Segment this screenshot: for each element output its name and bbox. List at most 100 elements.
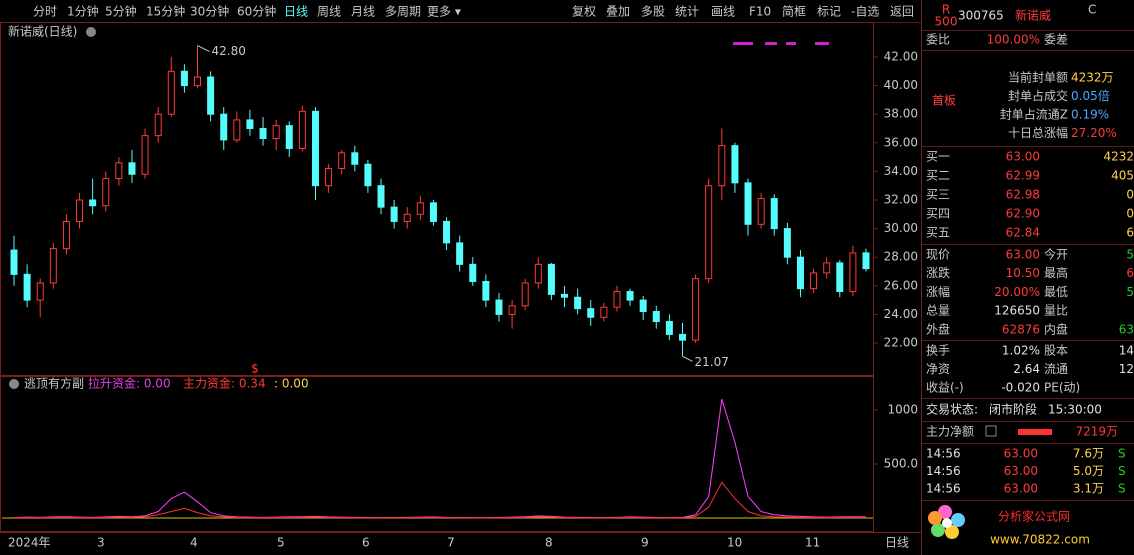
signal-marker: $ (251, 362, 259, 376)
value: 0.05倍 (1071, 88, 1110, 103)
x-tick-label: 8 (545, 536, 553, 550)
candle-body (220, 113, 228, 141)
candle-body (167, 70, 175, 115)
candle-body (521, 282, 529, 307)
candle-body (613, 291, 621, 308)
candle-body (508, 305, 516, 315)
toolbar-button[interactable]: F10 (749, 5, 771, 19)
toolbar-button[interactable]: 返回 (890, 5, 914, 19)
candle-body (141, 135, 149, 175)
toolbar-button[interactable]: 标记 (817, 5, 841, 19)
x-tick-label: 3 (97, 536, 105, 550)
price: 62.84 (1006, 226, 1040, 240)
period-tab[interactable]: 5分钟 (105, 4, 137, 19)
period-tab[interactable]: 日线 (284, 5, 308, 19)
logo-flower (928, 505, 965, 539)
candle-body (338, 152, 346, 170)
candle-body (862, 252, 870, 270)
candle-body (325, 168, 333, 187)
side: S (1118, 447, 1126, 461)
value: 0.19% (1071, 108, 1109, 122)
volume: 3.1万 (1073, 482, 1104, 496)
value: 闭市阶段 (989, 402, 1037, 417)
flag: C (1088, 3, 1096, 17)
low-pointer (682, 355, 693, 362)
flow-icon[interactable] (985, 425, 997, 437)
candle-body (652, 311, 660, 323)
y-tick-label: 28.00 (884, 250, 918, 264)
label: 买五 (926, 226, 950, 240)
y-tick-label: 32.00 (884, 193, 918, 207)
candle-body (36, 282, 44, 301)
volume: 7.6万 (1073, 447, 1104, 461)
label: 今开 (1044, 247, 1068, 262)
x-tick-label: 2024年 (8, 536, 51, 550)
candle-body (102, 178, 110, 207)
high-pointer (197, 45, 210, 53)
period-tab[interactable]: 1分钟 (67, 4, 99, 19)
value: 5 (1126, 248, 1134, 262)
toolbar-button[interactable]: 简框 (782, 5, 806, 19)
period-tab[interactable]: 周线 (317, 5, 341, 19)
label: 涨跌 (926, 265, 950, 280)
badge: R (942, 3, 950, 17)
price: 62.90 (1006, 207, 1040, 221)
time: 14:56 (926, 482, 961, 496)
period-tab[interactable]: 分时 (33, 5, 57, 19)
candle-body (154, 113, 162, 137)
candle-body (233, 119, 241, 141)
toolbar-button[interactable]: 画线 (711, 5, 735, 19)
candle-body (495, 299, 503, 315)
candle-body (731, 145, 739, 184)
value: 7219万 (1075, 425, 1118, 439)
toolbar-button[interactable]: 复权 (572, 5, 596, 19)
indicator-menu[interactable] (9, 379, 19, 389)
candle-body (246, 119, 254, 129)
candle-body (665, 321, 673, 335)
signal-dots (733, 42, 829, 45)
candle-body (456, 242, 464, 265)
candle-body (62, 220, 70, 250)
label: PE(动) (1044, 381, 1080, 395)
value: 126650 (994, 304, 1040, 318)
label: 内盘 (1044, 321, 1068, 336)
value: 6 (1126, 266, 1134, 280)
label: 最低 (1044, 285, 1068, 299)
candle-body (783, 228, 791, 258)
candle-body (770, 198, 778, 230)
y-tick-label: 22.00 (884, 336, 918, 350)
toolbar-button[interactable]: 多股 (641, 5, 665, 19)
price: 63.00 (1004, 482, 1038, 496)
label: 买一 (926, 150, 950, 164)
candle-body (482, 281, 490, 301)
label: 买二 (926, 169, 950, 183)
period-tab[interactable]: 更多 ▾ (427, 5, 461, 19)
volume: 405 (1111, 169, 1134, 183)
candle-body (534, 263, 542, 284)
label: 买三 (926, 188, 950, 202)
period-tab[interactable]: 月线 (351, 5, 375, 19)
period-tab[interactable]: 30分钟 (190, 4, 229, 19)
candle-body (364, 163, 372, 187)
watermark-url: www.70822.com (990, 533, 1090, 547)
candle-body (298, 110, 306, 150)
label: 量比 (1044, 304, 1068, 318)
period-tab[interactable]: 多周期 (385, 5, 421, 19)
title-menu[interactable] (86, 27, 96, 37)
period-tab[interactable]: 60分钟 (237, 4, 276, 19)
value: 12 (1119, 362, 1134, 376)
toolbar-button[interactable]: 统计 (675, 5, 699, 19)
candle-body (561, 293, 569, 298)
period-tab[interactable]: 15分钟 (146, 4, 185, 19)
value: 20.00% (994, 285, 1040, 299)
low-label: 21.07 (694, 355, 728, 369)
candle-body (403, 213, 411, 222)
label: 现价 (926, 248, 950, 262)
toolbar-button[interactable]: 叠加 (606, 5, 630, 19)
value: -0.020 (1001, 381, 1040, 395)
label: 买四 (926, 207, 950, 221)
value: 27.20% (1071, 126, 1117, 140)
candle-body (285, 125, 293, 150)
toolbar-button[interactable]: -自选 (851, 5, 879, 19)
